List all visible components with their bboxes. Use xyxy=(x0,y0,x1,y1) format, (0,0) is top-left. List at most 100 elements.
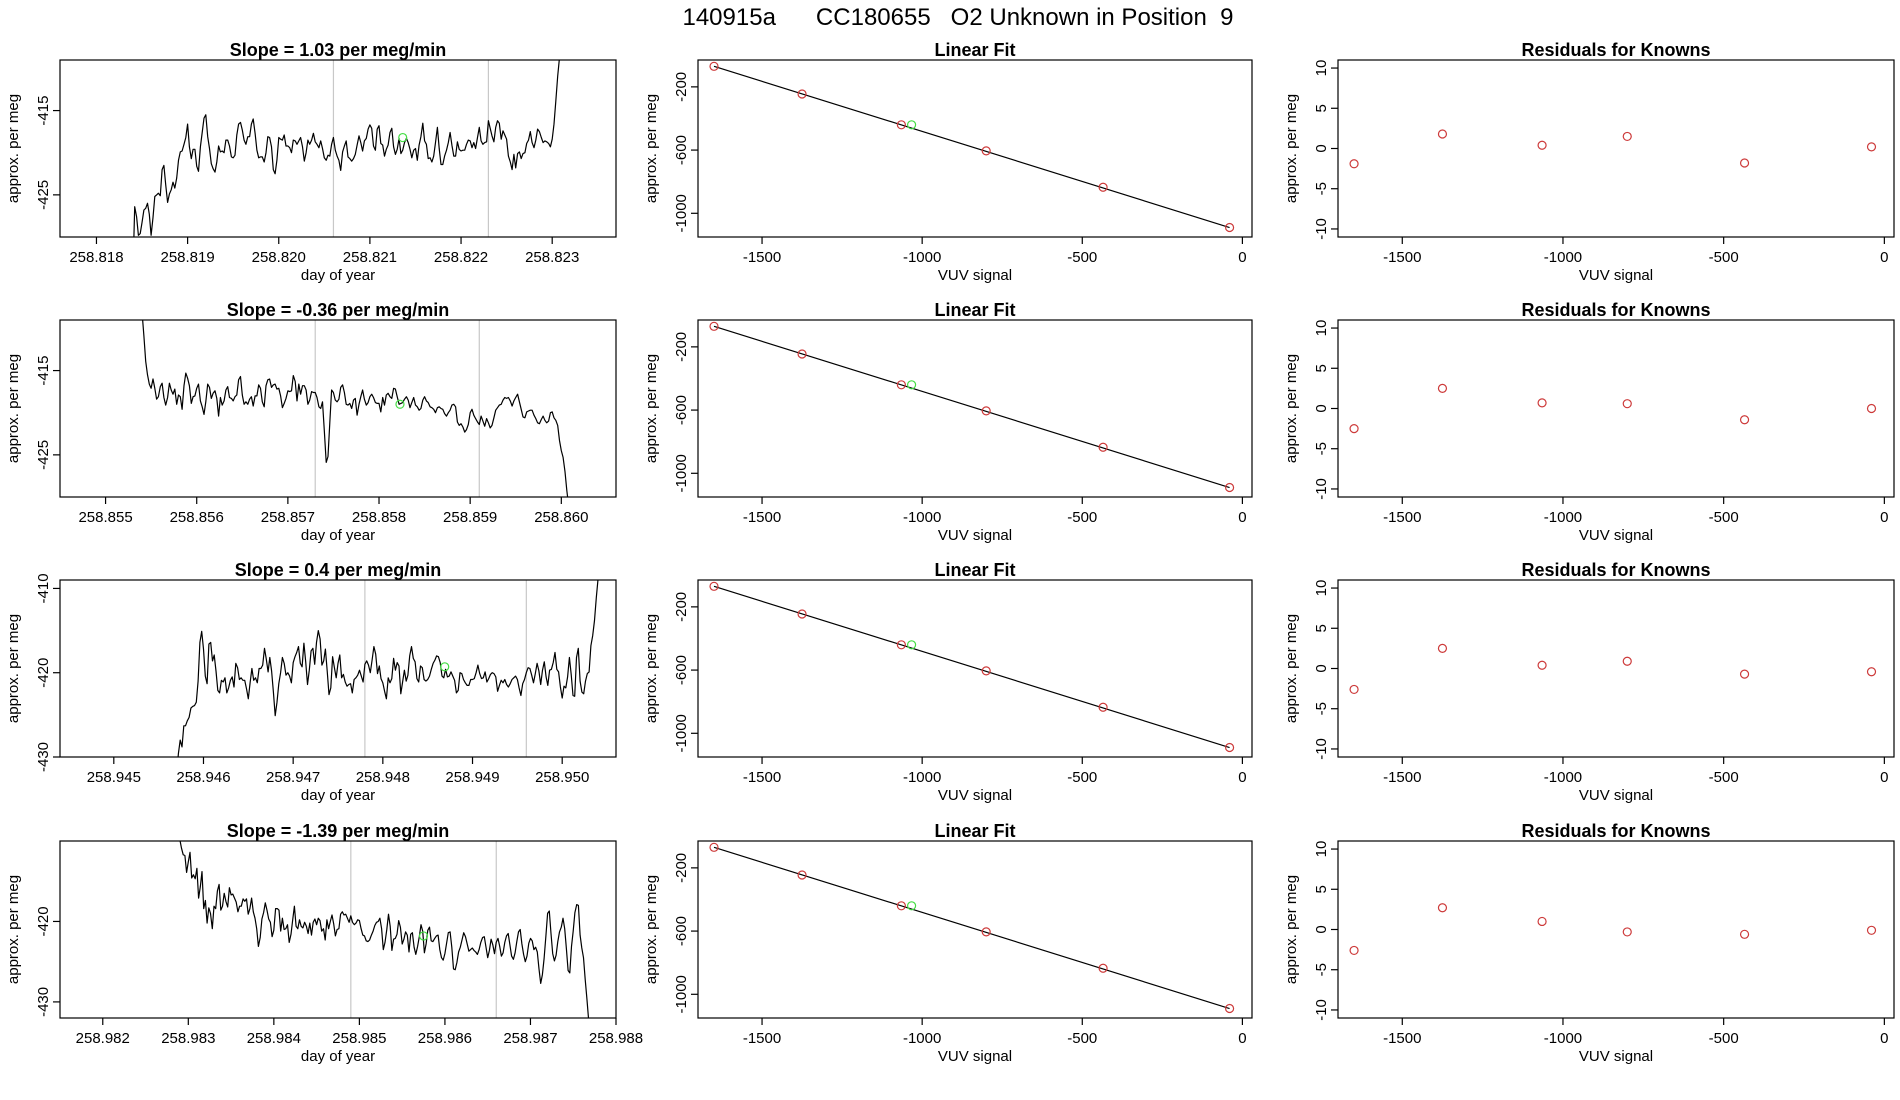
x-tick-label: -500 xyxy=(1709,769,1739,786)
x-axis-label: VUV signal xyxy=(938,1048,1012,1065)
x-tick-label: 258.988 xyxy=(589,1030,643,1047)
x-tick-label: 0 xyxy=(1238,249,1246,266)
known-point xyxy=(896,640,906,650)
y-tick-label: 10 xyxy=(1313,580,1330,597)
known-point xyxy=(1098,442,1108,452)
x-tick-label: -1500 xyxy=(1383,249,1421,266)
unknown-point xyxy=(906,120,917,130)
x-tick-label: -500 xyxy=(1709,509,1739,526)
panel-1-1: Slope = 1.03 per meg/min 258.818 258.819 25… xyxy=(5,40,617,284)
x-tick-label: 258.984 xyxy=(247,1030,301,1047)
panel-3-3: Residuals for Knowns -1500 -1000 -500 0 VUV s… xyxy=(1283,560,1895,804)
x-tick-label: 258.945 xyxy=(87,769,141,786)
x-tick-label: -1000 xyxy=(1544,769,1582,786)
x-tick-label: -1000 xyxy=(903,769,941,786)
y-tick-label: -200 xyxy=(673,332,690,362)
x-tick-label: 0 xyxy=(1880,249,1888,266)
panel-4-1: Slope = -1.39 per meg/min 258.982 258.983 2… xyxy=(5,821,643,1065)
known-point xyxy=(1866,142,1877,152)
x-tick-label: 0 xyxy=(1880,509,1888,526)
y-tick-label: 10 xyxy=(1313,320,1330,337)
y-tick-label: -600 xyxy=(673,395,690,425)
known-point xyxy=(1866,925,1877,935)
y-tick-label: -10 xyxy=(1313,478,1330,500)
plot-frame xyxy=(59,59,617,238)
y-tick-label: -420 xyxy=(35,906,52,936)
panel-3-1: Slope = 0.4 per meg/min 258.945 258.946 258… xyxy=(5,560,617,804)
y-axis-label: approx. per meg xyxy=(643,614,660,723)
x-tick-label: 258.947 xyxy=(266,769,320,786)
x-tick-label: -1500 xyxy=(743,249,781,266)
x-tick-label: 0 xyxy=(1238,769,1246,786)
known-point xyxy=(709,61,719,71)
known-point xyxy=(1866,403,1877,414)
x-tick-label: -1500 xyxy=(1383,769,1421,786)
plot-frame xyxy=(697,579,1253,758)
known-point xyxy=(896,120,906,130)
fit-line xyxy=(713,325,1230,489)
y-tick-label: 5 xyxy=(1313,364,1330,372)
known-point xyxy=(709,842,719,852)
panel-title: Slope = -0.36 per meg/min xyxy=(227,300,450,320)
plot-frame xyxy=(697,840,1253,1019)
panel-title: Linear Fit xyxy=(934,821,1015,841)
x-axis-label: day of year xyxy=(301,267,375,284)
page-title: 140915a CC180655 O2 Unknown in Position … xyxy=(682,4,1233,31)
known-point xyxy=(1224,742,1235,753)
x-tick-label: -500 xyxy=(1709,1030,1739,1047)
y-axis-label: approx. per meg xyxy=(5,614,22,723)
y-axis-label: approx. per meg xyxy=(643,94,660,203)
x-tick-label: 0 xyxy=(1880,769,1888,786)
y-tick-label: -5 xyxy=(1313,442,1330,455)
x-tick-label: 258.855 xyxy=(78,509,132,526)
panel-title: Residuals for Knowns xyxy=(1521,560,1710,580)
x-tick-label: -1000 xyxy=(1544,509,1582,526)
x-tick-label: -1000 xyxy=(903,249,941,266)
known-point xyxy=(1537,660,1547,670)
x-axis-label: VUV signal xyxy=(1579,527,1653,544)
x-tick-label: -500 xyxy=(1067,769,1097,786)
y-tick-label: -1000 xyxy=(673,714,690,752)
unknown-point xyxy=(398,132,408,143)
panel-title: Residuals for Knowns xyxy=(1521,300,1710,320)
unknown-point xyxy=(395,399,405,409)
x-axis-label: VUV signal xyxy=(938,267,1012,284)
known-point xyxy=(981,666,991,676)
x-tick-label: -1500 xyxy=(743,509,781,526)
y-tick-label: -425 xyxy=(35,180,52,210)
y-axis-label: approx. per meg xyxy=(643,875,660,984)
y-tick-label: 10 xyxy=(1313,841,1330,858)
known-point xyxy=(1224,222,1235,233)
y-tick-label: -10 xyxy=(1313,218,1330,240)
y-axis-label: approx. per meg xyxy=(5,875,22,984)
plot-frame xyxy=(59,319,617,498)
known-point xyxy=(1537,140,1547,150)
x-tick-label: -1500 xyxy=(1383,1030,1421,1047)
series-line xyxy=(133,60,560,237)
panel-4-3: Residuals for Knowns -1500 -1000 -500 0 VUV s… xyxy=(1283,821,1895,1065)
y-tick-label: -430 xyxy=(35,987,52,1017)
x-tick-label: -1000 xyxy=(903,509,941,526)
known-point xyxy=(1739,415,1750,425)
x-tick-label: 258.950 xyxy=(535,769,589,786)
series-line xyxy=(177,580,599,757)
x-axis-label: VUV signal xyxy=(1579,1048,1653,1065)
x-tick-label: 258.856 xyxy=(170,509,224,526)
x-tick-label: 258.823 xyxy=(525,249,579,266)
known-point xyxy=(1349,945,1359,956)
panel-2-1: Slope = -0.36 per meg/min 258.855 258.856 2… xyxy=(5,300,617,544)
y-tick-label: -420 xyxy=(35,658,52,688)
unknown-point xyxy=(906,640,917,650)
x-tick-label: -1000 xyxy=(1544,1030,1582,1047)
panel-title: Linear Fit xyxy=(934,560,1015,580)
x-tick-label: -1500 xyxy=(1383,509,1421,526)
y-tick-label: 5 xyxy=(1313,624,1330,632)
y-tick-label: -200 xyxy=(673,72,690,102)
y-axis-label: approx. per meg xyxy=(5,354,22,463)
x-tick-label: 258.985 xyxy=(332,1030,386,1047)
y-axis-label: approx. per meg xyxy=(1283,354,1300,463)
series-line xyxy=(179,841,590,1018)
